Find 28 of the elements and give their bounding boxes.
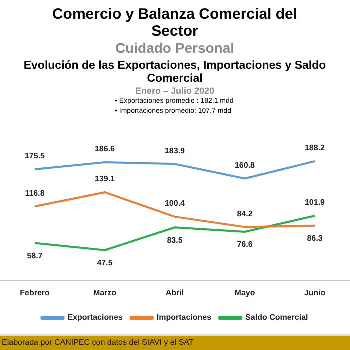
data-label: 100.4 [164, 199, 186, 208]
data-label: 160.8 [234, 160, 256, 170]
data-label: 175.5 [24, 152, 46, 161]
data-label: 101.9 [304, 198, 326, 208]
data-label: 47.5 [97, 258, 114, 268]
data-label: 86.3 [307, 234, 324, 244]
data-label: 188.2 [304, 144, 326, 153]
text: Enero – Julio 2020 [134, 86, 216, 97]
data-label: 183.9 [164, 146, 186, 156]
x-tick-label: Febrero [20, 288, 50, 298]
x-tick-label: Marzo [93, 288, 117, 298]
data-label: 76.6 [237, 240, 254, 250]
chart-title: Comercio y Balanza Comercial del Sector [51, 6, 299, 40]
data-label: 116.8 [25, 188, 46, 198]
data-label: 58.7 [27, 252, 44, 261]
legend-label: Importaciones [156, 313, 212, 322]
x-tick-label: Abril [166, 288, 184, 298]
chart-subtitle: Cuidado Personal [114, 40, 236, 56]
data-label: 83.5 [167, 236, 184, 245]
legend-label: Exportaciones [68, 313, 124, 322]
data-label: 139.1 [94, 174, 116, 184]
data-label: 186.6 [94, 144, 116, 154]
text: Elaborada por CANIPEC con datos del SIAVI y el SAT [0, 334, 350, 350]
data-label: 84.2 [237, 209, 254, 218]
legend-label: Saldo Comercial [246, 313, 308, 322]
x-tick-label: Junio [304, 288, 326, 298]
text: Evolución de las Exportaciones, Importaciones y Saldo Comercial [22, 60, 328, 86]
x-tick-label: Mayo [234, 288, 256, 298]
